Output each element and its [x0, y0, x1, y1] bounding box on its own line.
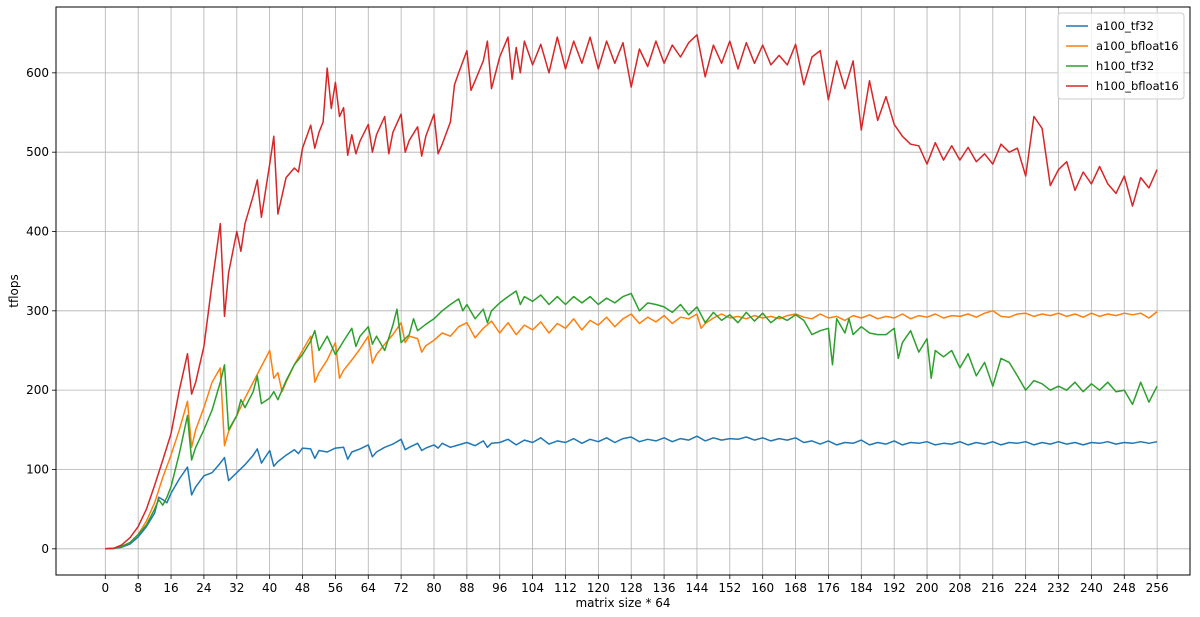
x-tick-label: 96: [492, 581, 507, 595]
y-tick-label: 100: [26, 462, 49, 476]
x-tick-label: 152: [718, 581, 741, 595]
series-lines: [105, 34, 1158, 550]
x-tick-label: 72: [393, 581, 408, 595]
legend-label-a100-bfloat16: a100_bfloat16: [1096, 39, 1179, 53]
x-tick-label: 224: [1014, 581, 1037, 595]
plot-area-frame: [55, 6, 1191, 576]
x-tick-label: 256: [1146, 581, 1169, 595]
series-line-a100-bfloat16: [105, 310, 1158, 550]
y-tick-label: 200: [26, 383, 49, 397]
x-tick-label: 160: [751, 581, 774, 595]
x-tick-label: 32: [229, 581, 244, 595]
x-tick-label: 80: [426, 581, 441, 595]
y-tick-label: 300: [26, 304, 49, 318]
y-tick-label: 0: [41, 542, 49, 556]
x-tick-label: 16: [163, 581, 178, 595]
x-tick-label: 40: [262, 581, 277, 595]
x-tick-label: 176: [817, 581, 840, 595]
x-tick-label: 192: [883, 581, 906, 595]
y-axis-ticks: 0 100 200 300 400 500 600: [26, 66, 56, 556]
legend-box: [1057, 12, 1185, 100]
x-tick-label: 232: [1047, 581, 1070, 595]
x-tick-label: 88: [459, 581, 474, 595]
x-tick-label: 184: [850, 581, 873, 595]
x-tick-label: 248: [1113, 581, 1136, 595]
x-tick-label: 168: [784, 581, 807, 595]
x-axis-label: matrix size * 64: [575, 596, 670, 610]
y-tick-label: 500: [26, 145, 49, 159]
x-tick-label: 24: [196, 581, 211, 595]
x-tick-label: 112: [554, 581, 577, 595]
x-tick-label: 0: [101, 581, 109, 595]
x-tick-label: 104: [521, 581, 544, 595]
series-line-a100-tf32: [105, 435, 1158, 550]
x-axis-ticks: 0 8 16 24 32 40 48 56 64 72 80 88 96 104 112 120 128 136 1…: [101, 575, 1169, 595]
x-tick-label: 136: [653, 581, 676, 595]
legend-label-h100-bfloat16: h100_bfloat16: [1096, 79, 1179, 93]
y-axis-label: tflops: [7, 274, 21, 307]
x-tick-label: 128: [620, 581, 643, 595]
legend-label-h100-tf32: h100_tf32: [1096, 59, 1154, 73]
x-tick-label: 64: [361, 581, 376, 595]
x-tick-label: 200: [916, 581, 939, 595]
x-tick-label: 120: [587, 581, 610, 595]
y-tick-label: 600: [26, 66, 49, 80]
legend-label-a100-tf32: a100_tf32: [1096, 19, 1154, 33]
x-tick-label: 56: [328, 581, 343, 595]
y-tick-label: 400: [26, 225, 49, 239]
x-tick-label: 208: [948, 581, 971, 595]
x-tick-label: 8: [134, 581, 142, 595]
x-tick-label: 48: [295, 581, 310, 595]
x-tick-label: 216: [981, 581, 1004, 595]
series-line-h100-bfloat16: [105, 34, 1158, 550]
series-line-h100-tf32: [105, 290, 1158, 550]
grid-lines: [56, 7, 1190, 575]
x-tick-label: 144: [686, 581, 709, 595]
legend: a100_tf32 a100_bfloat16 h100_tf32 h100_bflo…: [1057, 12, 1185, 100]
x-tick-label: 240: [1080, 581, 1103, 595]
